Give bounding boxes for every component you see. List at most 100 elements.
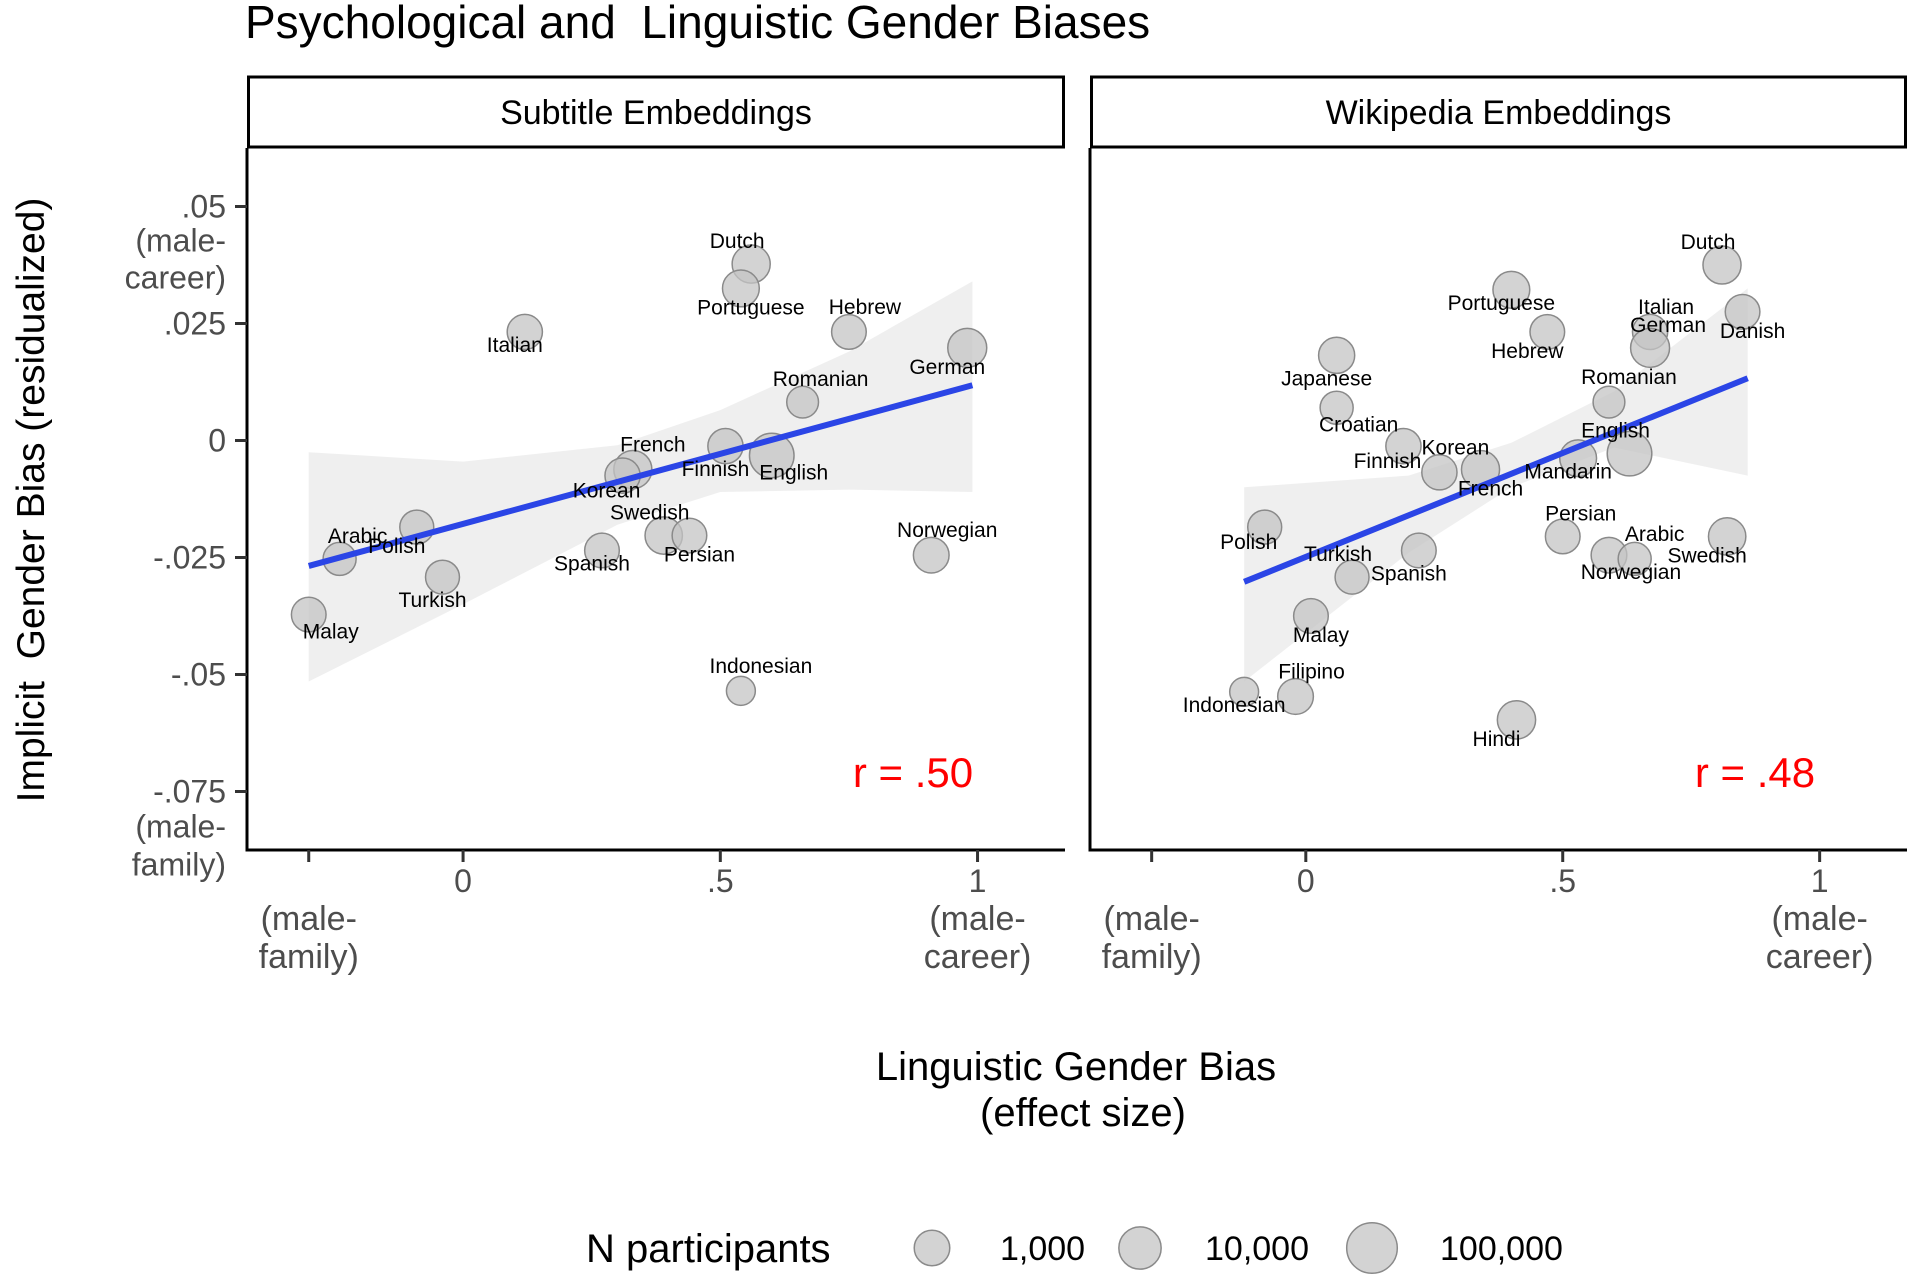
data-point — [290, 596, 327, 633]
x-tick-sublabel: career) — [924, 938, 1032, 976]
point-label: Danish — [1720, 320, 1785, 343]
data-point — [1617, 541, 1652, 577]
legend-key — [1118, 1226, 1162, 1270]
point-label: Polish — [1220, 531, 1277, 554]
y-tick-sublabel: family) — [132, 847, 226, 883]
x-tick-sublabel: (male- — [1103, 900, 1199, 938]
y-tick-label: -.025 — [153, 540, 226, 576]
data-point — [1724, 293, 1761, 330]
data-point — [1334, 559, 1370, 595]
point-label: Japanese — [1281, 367, 1372, 390]
point-labels: Dutch Portuguese Italian Hebrew German Romani… — [303, 230, 998, 678]
point-label: French — [620, 434, 685, 457]
correlation-label: r = .48 — [1695, 749, 1815, 796]
point-label: Croatian — [1319, 414, 1398, 437]
data-point — [1544, 518, 1581, 555]
point-label: Malay — [303, 621, 360, 644]
data-point — [671, 517, 708, 554]
point-label: German — [1630, 314, 1706, 337]
legend: N participants 1,000 10,000 100,000 — [586, 1221, 1563, 1275]
point-label: Korean — [1422, 436, 1490, 459]
facet-strip — [247, 75, 1065, 149]
data-point — [506, 313, 544, 351]
y-tick-sublabel: (male- — [135, 223, 226, 259]
data-point — [912, 536, 950, 574]
data-point — [1385, 427, 1422, 465]
point-label: Norwegian — [897, 519, 997, 542]
point-label: Finnish — [682, 458, 750, 481]
chart-title: Psychological and Linguistic Gender Bias… — [245, 0, 1150, 48]
data-point — [1492, 270, 1531, 309]
data-point — [1319, 390, 1354, 426]
legend-label: 10,000 — [1205, 1230, 1309, 1268]
data-point — [1629, 327, 1671, 369]
point-label: Hindi — [1473, 728, 1521, 751]
data-point — [1292, 597, 1330, 635]
point-label: Persian — [1545, 502, 1616, 525]
y-tick-sublabel: (male- — [135, 809, 226, 845]
point-label: French — [1458, 478, 1523, 501]
point-label: Filipino — [1278, 660, 1345, 683]
y-tick-sublabel: career) — [125, 260, 226, 296]
x-tick-label: .5 — [1549, 863, 1576, 899]
x-tick-label: 0 — [454, 863, 472, 899]
x-tick-label: 0 — [1297, 863, 1315, 899]
point-label: Swedish — [1667, 544, 1746, 567]
facet-strip-label: Subtitle Embeddings — [500, 94, 812, 132]
y-axis-title: Implicit Gender Bias (residualized) — [10, 198, 53, 803]
data-point — [725, 675, 757, 707]
data-point — [1400, 532, 1437, 569]
legend-label: 1,000 — [1000, 1230, 1085, 1268]
y-tick-label: 0 — [208, 423, 226, 459]
point-label: Romanian — [1581, 366, 1677, 389]
y-tick-label: .025 — [164, 306, 226, 342]
facet-strip-label: Wikipedia Embeddings — [1326, 94, 1672, 132]
data-point — [1276, 677, 1315, 716]
y-tick-label: -.075 — [153, 774, 226, 810]
point-label: Dutch — [1681, 231, 1736, 254]
x-axis-title: Linguistic Gender Bias — [876, 1045, 1276, 1089]
data-point — [1707, 517, 1747, 556]
point-label: Indonesian — [1183, 694, 1286, 717]
x-tick-label: 1 — [969, 863, 987, 899]
regression-line — [307, 382, 974, 569]
data-point — [583, 532, 621, 569]
point-label: Dutch — [710, 230, 765, 253]
point-label: Hebrew — [829, 296, 902, 319]
point-label: Arabic — [1625, 523, 1685, 546]
point-label: Arabic — [328, 525, 388, 548]
data-point — [1421, 453, 1458, 491]
point-label: Portuguese — [1448, 292, 1555, 315]
legend-key — [1345, 1221, 1399, 1275]
point-labels: Dutch Danish Portuguese Italian Hebrew German… — [1183, 231, 1785, 751]
point-label: English — [759, 461, 828, 484]
data-point — [1496, 700, 1537, 740]
legend-key — [913, 1229, 951, 1267]
point-label: Finnish — [1354, 450, 1422, 473]
data-point — [721, 269, 761, 308]
point-label: Norwegian — [1581, 561, 1681, 584]
point-label: Mandarin — [1524, 460, 1612, 483]
data-point — [424, 559, 461, 595]
panel-2: Wikipedia Embeddings Dutch Danish Portugues… — [1088, 75, 1907, 976]
points — [1228, 245, 1761, 740]
y-axis: .05(male-career).0250-.025-.05-.075(male… — [125, 189, 247, 883]
data-point — [1702, 245, 1742, 285]
x-tick-sublabel: (male- — [929, 900, 1025, 938]
point-label: Turkish — [398, 589, 466, 612]
data-point — [1592, 385, 1626, 419]
y-tick-label: -.05 — [171, 657, 226, 693]
data-point — [1606, 430, 1653, 477]
x-tick-sublabel: career) — [1766, 938, 1874, 976]
legend-title: N participants — [586, 1227, 831, 1271]
point-label: English — [1581, 420, 1650, 443]
point-label: Romanian — [773, 368, 869, 391]
panel-1: Subtitle Embeddings Dutch Portuguese Italia… — [245, 75, 1065, 976]
x-tick-sublabel: (male- — [261, 900, 357, 938]
data-point — [1529, 313, 1566, 350]
panels: Subtitle Embeddings Dutch Portuguese Italia… — [245, 75, 1907, 976]
x-tick-label: 1 — [1811, 863, 1829, 899]
point-label: Malay — [1293, 624, 1350, 647]
point-label: Turkish — [1304, 543, 1372, 566]
